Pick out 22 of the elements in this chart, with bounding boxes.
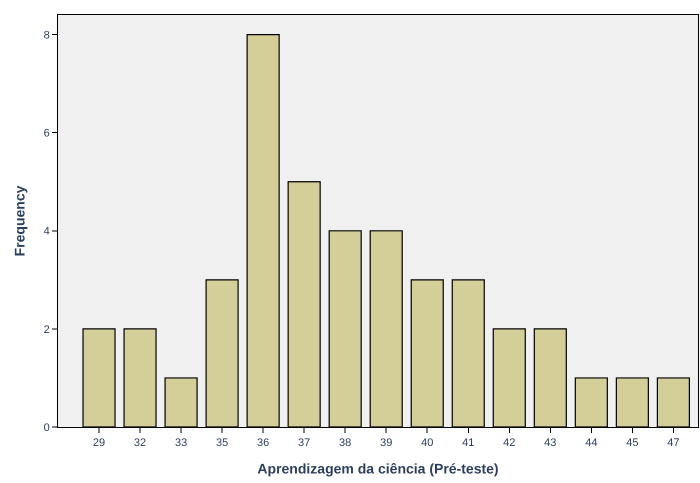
y-tick-label: 6 xyxy=(44,128,50,140)
x-tick-label: 42 xyxy=(503,437,516,450)
x-tick-label: 44 xyxy=(585,437,598,450)
x-tick-label: 36 xyxy=(257,437,270,450)
y-tick-label: 0 xyxy=(44,422,50,434)
x-tick-label: 33 xyxy=(174,437,188,450)
x-tick-label: 32 xyxy=(134,437,146,450)
y-tick-label: 4 xyxy=(44,226,50,238)
x-tick-label: 40 xyxy=(421,437,434,450)
x-tick-label: 43 xyxy=(544,437,556,450)
x-tick-label: 47 xyxy=(667,437,680,450)
x-tick-label: 29 xyxy=(92,437,106,450)
x-tick-label: 37 xyxy=(298,437,310,450)
y-axis-title: Frequency xyxy=(11,185,28,256)
x-tick-label: 45 xyxy=(626,437,638,450)
x-tick-label: 38 xyxy=(339,437,352,450)
y-tick-label: 2 xyxy=(44,324,50,336)
x-axis-title: Aprendizagem da ciência (Pré-teste) xyxy=(257,460,499,476)
x-tick-label: 39 xyxy=(380,437,392,450)
x-tick-label: 35 xyxy=(216,437,228,450)
y-tick-label: 8 xyxy=(44,29,50,42)
x-tick-label: 41 xyxy=(462,437,474,450)
